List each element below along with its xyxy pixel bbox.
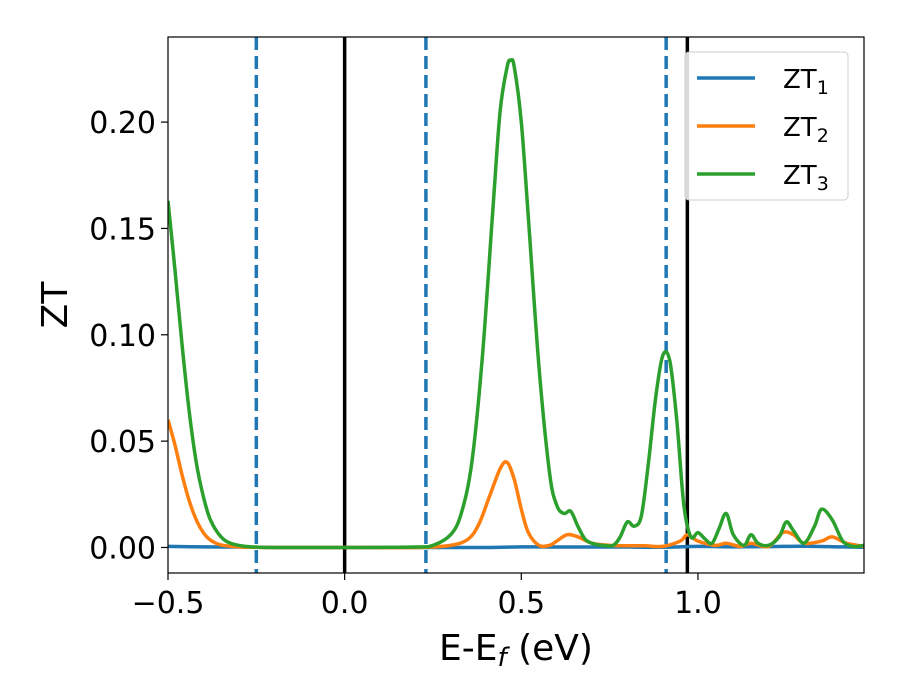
legend-label-zt3: ZT3: [783, 161, 829, 195]
x-tick-label: 0.5: [497, 586, 545, 621]
x-tick-label: −0.5: [132, 586, 205, 621]
legend-label-zt1: ZT1: [783, 65, 829, 99]
series-line-zt2: [168, 419, 864, 550]
plot-frame: [167, 36, 865, 574]
y-tick-label: 0.10: [89, 319, 156, 354]
y-axis-label: ZT: [35, 281, 76, 329]
x-tick-label: 1.0: [674, 586, 722, 621]
legend-box: [684, 51, 849, 201]
x-tick-label: 0.0: [321, 586, 369, 621]
series-lines: [168, 57, 864, 550]
x-axis-ticks: −0.5 0.0 0.5 1.0: [132, 573, 722, 621]
x-axis-label: E-Ef (eV): [439, 628, 593, 673]
y-axis-ticks: 0.00 0.05 0.10 0.15 0.20: [89, 106, 168, 566]
vertical-reference-lines: [254, 37, 690, 573]
y-tick-label: 0.15: [89, 212, 156, 247]
legend-label-zt2: ZT2: [783, 113, 829, 147]
y-tick-label: 0.05: [89, 425, 156, 460]
y-tick-label: 0.20: [89, 106, 156, 141]
y-tick-label: 0.00: [89, 531, 156, 566]
legend: ZT1 ZT2 ZT3: [684, 51, 849, 201]
series-line-zt3: [168, 57, 864, 550]
